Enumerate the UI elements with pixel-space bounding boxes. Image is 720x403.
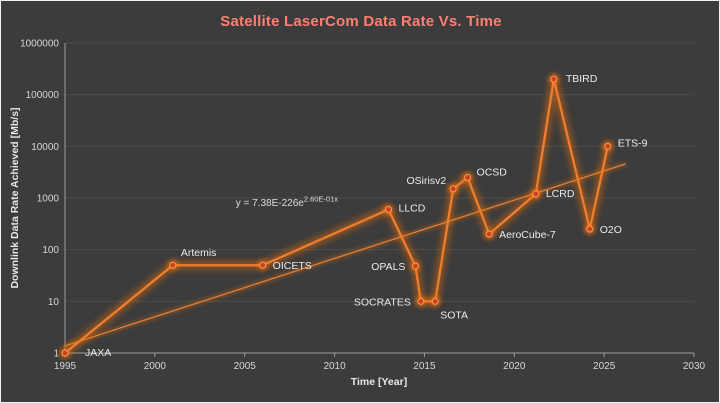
x-tick-label: 2010	[323, 361, 346, 372]
data-series-group	[59, 73, 614, 359]
data-series-glow	[61, 75, 612, 357]
x-tick-label: 2015	[413, 361, 436, 372]
data-point-marker	[550, 75, 558, 83]
y-axis-label: Downlink Data Rate Achieved [Mb/s]	[9, 107, 21, 288]
data-point-marker	[411, 262, 419, 270]
data-point-marker	[532, 190, 540, 198]
data-point-marker	[449, 185, 457, 193]
y-tick-label: 1000	[37, 194, 60, 205]
y-tick-label: 100000	[26, 90, 60, 101]
data-point-label: LLCD	[398, 202, 425, 214]
gridlines	[65, 42, 694, 354]
x-tick-label: 2020	[503, 361, 526, 372]
data-point-label: OICETS	[273, 260, 312, 272]
data-point-label: SOCRATES	[354, 296, 411, 308]
x-tick-label: 2000	[144, 361, 167, 372]
data-point-marker	[604, 142, 612, 150]
y-tick-label: 10000	[31, 142, 59, 153]
data-point-label: TBIRD	[566, 73, 598, 85]
data-point-marker	[485, 230, 493, 238]
data-point-marker	[384, 205, 392, 213]
data-point-label: Artemis	[181, 247, 217, 259]
y-tick-label: 10	[48, 297, 60, 308]
data-point-marker	[431, 297, 439, 305]
data-point-marker	[464, 173, 472, 181]
data-point-marker	[169, 261, 177, 269]
data-point-label: OPALS	[371, 261, 405, 273]
data-point-label: OCSD	[477, 166, 508, 178]
data-point-marker	[586, 225, 594, 233]
x-tick-label: 2005	[234, 361, 257, 372]
data-series-line	[63, 77, 609, 355]
y-tick-label: 1	[53, 349, 59, 360]
data-point-marker	[259, 261, 267, 269]
x-axis-label: Time [Year]	[351, 376, 407, 388]
data-point-label: LCRD	[546, 188, 575, 200]
x-tick-label: 2025	[593, 361, 616, 372]
data-point-label: ETS-9	[618, 137, 648, 149]
y-tick-label: 1000000	[20, 39, 59, 50]
axes: 1 10 100 1000 10000 100000 1000000 1995 2000 2005…	[20, 39, 705, 373]
y-tick-label: 100	[42, 245, 59, 256]
trendline	[64, 163, 626, 347]
data-point-label: SOTA	[440, 309, 468, 321]
data-point-marker	[417, 297, 425, 305]
equation-label: y = 7.38E-226e2.60E-01x	[236, 195, 339, 210]
data-point-label: OSirisv2	[406, 175, 446, 187]
data-point-marker	[61, 349, 69, 357]
data-point-label: O2O	[600, 224, 622, 236]
data-point-label: JAXA	[85, 347, 111, 359]
trendline-group	[64, 162, 627, 348]
point-labels-group: y = 7.38E-226e2.60E-01x JAXA Artemis OICETS…	[85, 73, 648, 359]
chart-title: Satellite LaserCom Data Rate Vs. Time	[220, 13, 501, 30]
x-tick-label: 1995	[54, 361, 77, 372]
data-point-label: AeroCube-7	[499, 229, 556, 241]
x-tick-label: 2030	[683, 361, 706, 372]
